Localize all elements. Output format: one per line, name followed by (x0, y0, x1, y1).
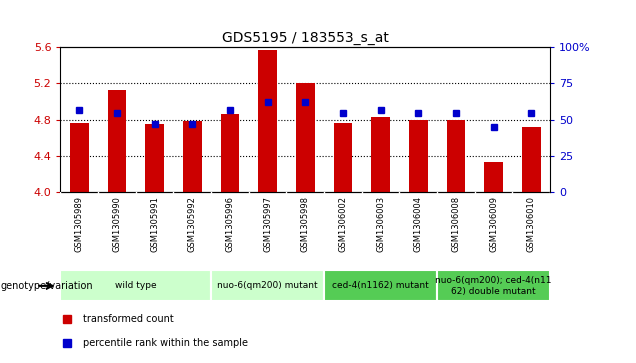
Bar (60, 270, 211, 301)
Text: nuo-6(qm200); ced-4(n11
62) double mutant: nuo-6(qm200); ced-4(n11 62) double mutan… (436, 276, 552, 295)
Bar (145, 124, 164, 192)
Text: GSM1305996: GSM1305996 (225, 196, 235, 252)
Text: GSM1305997: GSM1305997 (263, 196, 272, 252)
Text: GSM1305991: GSM1305991 (150, 196, 159, 252)
Bar (484, 163, 503, 192)
Bar (107, 90, 127, 192)
Bar (409, 120, 428, 192)
Text: GSM1306010: GSM1306010 (527, 196, 536, 252)
Bar (296, 83, 315, 192)
Bar (333, 122, 352, 192)
Text: GSM1305989: GSM1305989 (75, 196, 84, 252)
Title: GDS5195 / 183553_s_at: GDS5195 / 183553_s_at (222, 31, 389, 45)
Bar (70, 123, 88, 192)
Text: transformed count: transformed count (83, 314, 174, 324)
Text: nuo-6(qm200) mutant: nuo-6(qm200) mutant (218, 281, 318, 290)
Text: GSM1305992: GSM1305992 (188, 196, 197, 252)
Text: ced-4(n1162) mutant: ced-4(n1162) mutant (332, 281, 429, 290)
Text: wild type: wild type (115, 281, 156, 290)
Text: GSM1306009: GSM1306009 (489, 196, 498, 252)
Bar (324, 270, 437, 301)
Bar (211, 270, 324, 301)
Bar (221, 114, 239, 192)
Text: genotype/variation: genotype/variation (1, 281, 93, 291)
Text: GSM1306003: GSM1306003 (376, 196, 385, 252)
Bar (371, 117, 390, 192)
Bar (446, 120, 466, 192)
Bar (437, 270, 550, 301)
Text: GSM1306002: GSM1306002 (338, 196, 347, 252)
Text: GSM1305998: GSM1305998 (301, 196, 310, 252)
Text: GSM1306004: GSM1306004 (414, 196, 423, 252)
Bar (183, 121, 202, 192)
Bar (258, 50, 277, 192)
Bar (522, 127, 541, 192)
Text: GSM1306008: GSM1306008 (452, 196, 460, 252)
Text: percentile rank within the sample: percentile rank within the sample (83, 338, 247, 348)
Text: GSM1305990: GSM1305990 (113, 196, 121, 252)
